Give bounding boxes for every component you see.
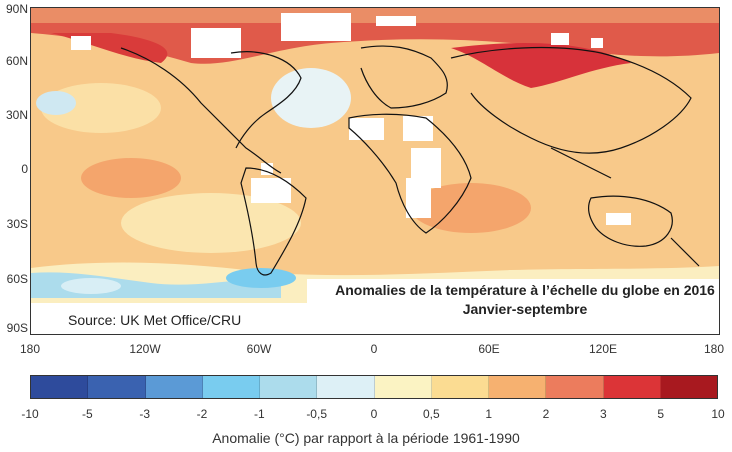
legend-segment [88, 376, 146, 398]
missing-data-arctic [71, 13, 603, 58]
southeast-asia-coast [550, 147, 612, 179]
map-canvas [31, 8, 719, 334]
legend-segment [660, 376, 717, 398]
coastlines [120, 45, 719, 319]
legend-segment [202, 376, 260, 398]
north-america-east-coast [230, 51, 302, 149]
legend-tick-label: -2 [196, 407, 208, 421]
enso-warm-region [81, 158, 181, 198]
europe-coast [360, 45, 448, 109]
lon-label-120w: 120W [129, 342, 161, 356]
ross-sea-cool [61, 278, 121, 294]
north-america-coast [120, 47, 282, 174]
legend-tick-label: 0 [370, 407, 378, 421]
south-pacific-mild [121, 193, 301, 253]
legend-segment [260, 376, 318, 398]
map-subtitle: Janvier-septembre [462, 301, 588, 317]
legend-tick-label: 5 [657, 407, 664, 421]
legend-tick-label: -10 [21, 407, 39, 421]
map-title-box: Anomalies de la température à l’échelle … [307, 279, 719, 321]
lat-label-60s: 60S [6, 272, 28, 286]
missing-data-tropics [251, 116, 631, 225]
lon-label-120e: 120E [588, 342, 618, 356]
legend-tick-label: 1 [485, 407, 492, 421]
lon-label-180e: 180 [703, 342, 725, 356]
legend-segment [374, 376, 432, 398]
legend-tick-label: 10 [711, 407, 725, 421]
legend-tick-label: 2 [542, 407, 550, 421]
legend-colorbar [30, 375, 718, 399]
map-title: Anomalies de la température à l’échelle … [335, 282, 715, 298]
lat-label-60n: 60N [5, 54, 28, 68]
legend-segment [546, 376, 604, 398]
lat-label-90n: 90N [5, 2, 28, 16]
legend-tick-label: -0,5 [306, 407, 327, 421]
lon-label-0: 0 [370, 342, 378, 356]
legend-tick-label: 0,5 [422, 407, 440, 421]
lat-label-30n: 30N [5, 108, 28, 122]
legend-segment [317, 376, 375, 398]
north-atlantic-cool [271, 68, 351, 128]
legend-segment [489, 376, 547, 398]
lat-label-90s: 90S [6, 321, 28, 335]
lon-label-60w: 60W [246, 342, 272, 356]
asia-coast [450, 46, 692, 154]
drake-passage-cool [226, 268, 296, 288]
australia-coast [587, 195, 673, 247]
south-america-coast [240, 167, 307, 276]
lon-label-180w: 180 [19, 342, 41, 356]
anomaly-map: Anomalies de la température à l’échelle … [30, 7, 720, 335]
legend-caption: Anomalie (°C) par rapport à la période 1… [212, 430, 520, 446]
legend-tick-label: -5 [81, 407, 93, 421]
new-zealand-coast [670, 237, 700, 267]
lon-label-60e: 60E [478, 342, 500, 356]
legend-tick-label: 3 [599, 407, 607, 421]
legend-segment [431, 376, 489, 398]
legend-tick-label: -1 [253, 407, 265, 421]
lat-label-30s: 30S [6, 217, 28, 231]
siberia-hotspot [451, 43, 631, 88]
legend-tick-label: -3 [139, 407, 150, 421]
legend-segment [145, 376, 203, 398]
legend-segment [31, 376, 89, 398]
pacific-cool-patch [36, 91, 76, 115]
source-label: Source: UK Met Office/CRU [64, 309, 283, 331]
lat-label-0: 0 [21, 162, 28, 176]
africa-coast [348, 113, 472, 234]
legend-segment [603, 376, 661, 398]
